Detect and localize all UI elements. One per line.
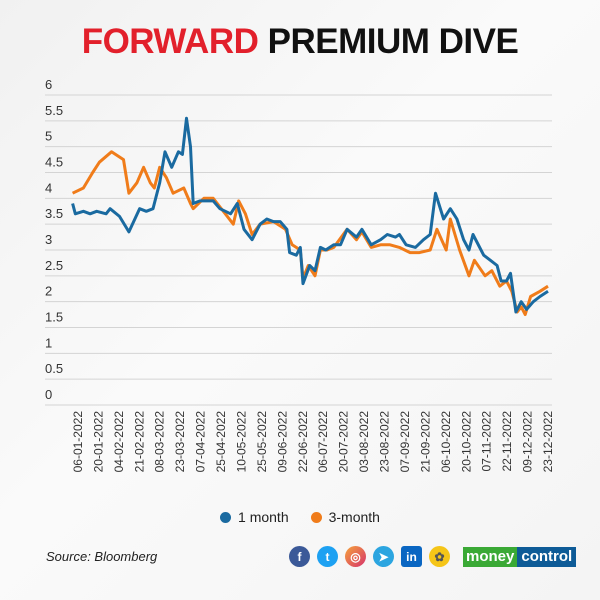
legend-item-1-month: 1 month xyxy=(220,509,289,525)
x-tick-label: 25-05-2022 xyxy=(255,411,269,473)
y-tick-label: 4 xyxy=(45,180,52,195)
legend-marker-1-month xyxy=(220,511,232,523)
y-tick-label: 4.5 xyxy=(45,155,63,170)
x-tick-label: 07-09-2022 xyxy=(398,411,412,473)
chart-title: FORWARD PREMIUM DIVE xyxy=(0,22,600,62)
y-tick-label: 0 xyxy=(45,387,52,402)
x-tick-label: 25-04-2022 xyxy=(214,411,228,473)
social-bar: f t ◎ ➤ in ✿ money control xyxy=(289,546,577,567)
y-tick-label: 3 xyxy=(45,232,52,247)
x-tick-label: 20-10-2022 xyxy=(459,411,473,473)
facebook-icon[interactable]: f xyxy=(289,546,310,567)
y-tick-label: 3.5 xyxy=(45,206,63,221)
y-tick-label: 0.5 xyxy=(45,361,63,376)
x-tick-label: 06-10-2022 xyxy=(439,411,453,473)
y-tick-label: 2.5 xyxy=(45,258,63,273)
y-tick-label: 6 xyxy=(45,77,52,92)
legend-label: 3-month xyxy=(328,509,380,525)
legend-label: 1 month xyxy=(238,509,289,525)
x-tick-label: 09-12-2022 xyxy=(521,411,535,473)
series-line-3-month xyxy=(71,150,549,317)
x-tick-label: 10-05-2022 xyxy=(234,411,248,473)
line-chart: 0 0.5 1 1.5 2 2.5 3 3.5 4 4.5 5 5.5 6 06-01-2022 20-01… xyxy=(45,77,555,473)
twitter-icon[interactable]: t xyxy=(317,546,338,567)
x-tick-label: 08-03-2022 xyxy=(153,411,167,473)
moneycontrol-logo: money control xyxy=(463,546,577,567)
x-tick-label: 07-04-2022 xyxy=(194,411,208,473)
x-tick-label: 03-08-2022 xyxy=(357,411,371,473)
instagram-icon[interactable]: ◎ xyxy=(345,546,366,567)
x-tick-label: 09-06-2022 xyxy=(275,411,289,473)
x-tick-label: 04-02-2022 xyxy=(112,411,126,473)
logo-part-control: control xyxy=(517,546,577,567)
title-highlight: FORWARD xyxy=(81,22,259,61)
logo-part-money: money xyxy=(463,546,518,567)
x-tick-label: 23-12-2022 xyxy=(541,411,555,473)
x-tick-label: 23-03-2022 xyxy=(173,411,187,473)
telegram-icon[interactable]: ➤ xyxy=(373,546,394,567)
y-tick-label: 2 xyxy=(45,284,52,299)
y-tick-label: 1 xyxy=(45,335,52,350)
y-tick-label: 5 xyxy=(45,129,52,144)
x-tick-label: 06-01-2022 xyxy=(71,411,85,473)
y-tick-label: 5.5 xyxy=(45,103,63,118)
legend-item-3-month: 3-month xyxy=(310,509,380,525)
x-tick-label: 20-01-2022 xyxy=(91,411,105,473)
x-tick-label: 07-11-2022 xyxy=(480,411,494,472)
source-note: Source: Bloomberg xyxy=(46,549,158,564)
series-line-1-month xyxy=(71,116,549,314)
legend-marker-3-month xyxy=(310,511,322,523)
title-rest: PREMIUM DIVE xyxy=(267,22,519,61)
x-tick-label: 22-11-2022 xyxy=(500,411,514,472)
koo-icon[interactable]: ✿ xyxy=(429,546,450,567)
x-tick-label: 23-08-2022 xyxy=(378,411,392,473)
y-tick-label: 1.5 xyxy=(45,310,63,325)
x-tick-label: 21-09-2022 xyxy=(418,411,432,473)
linkedin-icon[interactable]: in xyxy=(401,546,422,567)
x-tick-label: 06-07-2022 xyxy=(316,411,330,473)
x-tick-label: 22-06-2022 xyxy=(296,411,310,473)
x-tick-label: 21-02-2022 xyxy=(132,411,146,473)
legend: 1 month 3-month xyxy=(0,509,600,525)
x-tick-label: 20-07-2022 xyxy=(337,411,351,473)
